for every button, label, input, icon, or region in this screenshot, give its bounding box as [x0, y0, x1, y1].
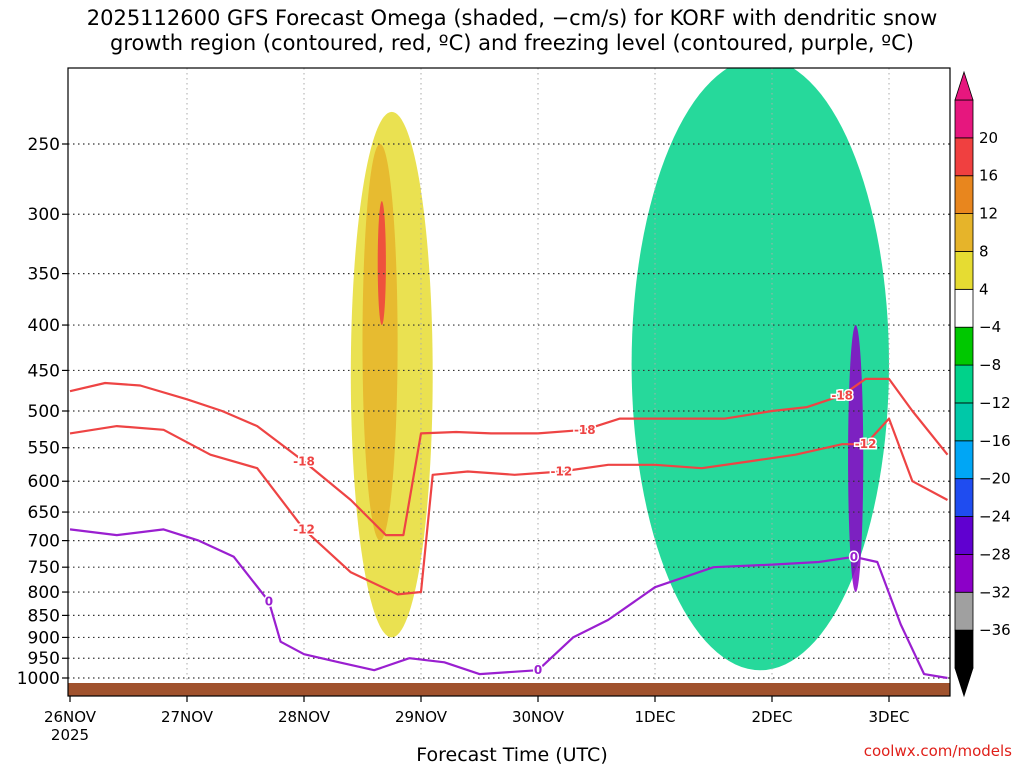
- chart-title-line-1: 2025112600 GFS Forecast Omega (shaded, −…: [86, 6, 938, 30]
- contour-label--12-1: -12: [551, 464, 573, 478]
- colorbar-label-7: −8: [979, 356, 1001, 374]
- y-tick-label-950: 950: [28, 649, 60, 669]
- contour-label-0-0: 0: [265, 595, 273, 609]
- x-axis-title: Forecast Time (UTC): [416, 744, 608, 766]
- y-tick-label-400: 400: [28, 316, 60, 336]
- colorbar-swatch-11: [954, 213, 974, 252]
- x-tick-label-5: 1DEC: [634, 708, 675, 726]
- y-tick-label-800: 800: [28, 583, 60, 603]
- x-tick-label-6: 2DEC: [751, 708, 792, 726]
- x-tick-label-3: 29NOV: [395, 708, 448, 726]
- chart-title-line-2: growth region (contoured, red, ºC) and f…: [110, 31, 914, 55]
- x-tick-label-7: 3DEC: [868, 708, 909, 726]
- colorbar-label-4: −20: [979, 470, 1011, 488]
- colorbar-swatch-8: [954, 326, 974, 366]
- y-tick-label-600: 600: [28, 472, 60, 492]
- plot-frame: [67, 67, 951, 697]
- x-tick-label-1: 27NOV: [161, 708, 214, 726]
- y-tick-label-250: 250: [28, 135, 60, 155]
- contour-line-0-2: [69, 528, 948, 680]
- y-tick-label-700: 700: [28, 532, 60, 552]
- y-tick-label-1000: 1000: [17, 669, 60, 689]
- colorbar-swatch-3: [954, 516, 974, 555]
- omega-region-1: [362, 144, 398, 541]
- colorbar-bottom-arrow: [954, 667, 974, 698]
- contour-label--12-0: -12: [293, 522, 315, 536]
- colorbar-top-arrow: [954, 70, 974, 101]
- colorbar-label-12: 16: [979, 167, 998, 185]
- omega-region-3: [631, 68, 889, 671]
- colorbar-swatch-1: [954, 591, 974, 631]
- y-tick-label-850: 850: [28, 606, 60, 626]
- y-tick-label-300: 300: [28, 205, 60, 225]
- contour-label--18-1: -18: [574, 423, 596, 437]
- contour-line--12-1: [69, 417, 949, 596]
- colorbar-label-10: 8: [979, 242, 989, 260]
- y-tick-label-500: 500: [28, 402, 60, 422]
- colorbar-swatch-5: [954, 440, 974, 480]
- omega-region-2: [377, 201, 386, 326]
- x-tick-label-0: 26NOV: [44, 708, 97, 726]
- colorbar-label-1: −32: [979, 583, 1011, 601]
- chart-title: 2025112600 GFS Forecast Omega (shaded, −…: [0, 6, 1024, 56]
- omega-region-4: [848, 325, 864, 593]
- colorbar-label-6: −12: [979, 394, 1011, 412]
- colorbar-swatch-12: [954, 175, 974, 215]
- source-credit: coolwx.com/models: [863, 742, 1012, 760]
- contour-label-0-1: 0: [534, 663, 542, 677]
- y-tick-label-350: 350: [28, 265, 60, 285]
- y-axis: 2503003504004505005506006507007508008509…: [17, 135, 68, 689]
- colorbar-label-3: −24: [979, 508, 1011, 526]
- x-year-label: 2025: [51, 726, 89, 744]
- colorbar-swatch-7: [954, 364, 974, 404]
- contour-line--18-0: [69, 377, 949, 537]
- colorbar-swatch-14: [954, 99, 974, 139]
- colorbar-label-0: −36: [979, 621, 1011, 639]
- y-tick-label-900: 900: [28, 628, 60, 648]
- contour-label-0-2: 0: [850, 550, 858, 564]
- colorbar-legend: −36 −32 −28 −24 −20 −16 −12 −8 −4 4 8 12 16 20: [954, 70, 1011, 698]
- ground-terrain: [68, 683, 950, 696]
- colorbar-swatch-0: [954, 629, 974, 669]
- y-tick-label-650: 650: [28, 503, 60, 523]
- y-tick-label-450: 450: [28, 361, 60, 381]
- colorbar-label-5: −16: [979, 432, 1011, 450]
- contour-label--18-2: -18: [831, 388, 853, 402]
- x-axis: 26NOV 27NOV 28NOV 29NOV 30NOV 1DEC 2DEC 3DEC 202…: [44, 696, 910, 744]
- colorbar-swatch-9: [954, 288, 974, 328]
- colorbar-label-8: −4: [979, 318, 1001, 336]
- colorbar-label-9: 4: [979, 280, 989, 298]
- x-tick-label-2: 28NOV: [278, 708, 331, 726]
- colorbar-label-13: 20: [979, 129, 998, 147]
- omega-shading: [350, 68, 889, 671]
- x-tick-label-4: 30NOV: [512, 708, 565, 726]
- colorbar-swatch-2: [954, 554, 974, 593]
- colorbar-swatch-4: [954, 478, 974, 517]
- contour-label--12-2: -12: [855, 437, 877, 451]
- colorbar-swatch-10: [954, 251, 974, 290]
- colorbar-swatch-6: [954, 402, 974, 442]
- contour-lines: -18 -18 -18 -12 -12 -12 0 0 0: [69, 377, 949, 680]
- colorbar-swatch-13: [954, 137, 974, 177]
- contour-label--18-0: -18: [293, 454, 315, 468]
- y-tick-label-750: 750: [28, 558, 60, 578]
- colorbar-label-2: −28: [979, 545, 1011, 563]
- plot-area: -18 -18 -18 -12 -12 -12 0 0 0: [67, 67, 951, 697]
- gridlines: [68, 68, 950, 696]
- y-tick-label-550: 550: [28, 439, 60, 459]
- colorbar-label-11: 12: [979, 205, 998, 223]
